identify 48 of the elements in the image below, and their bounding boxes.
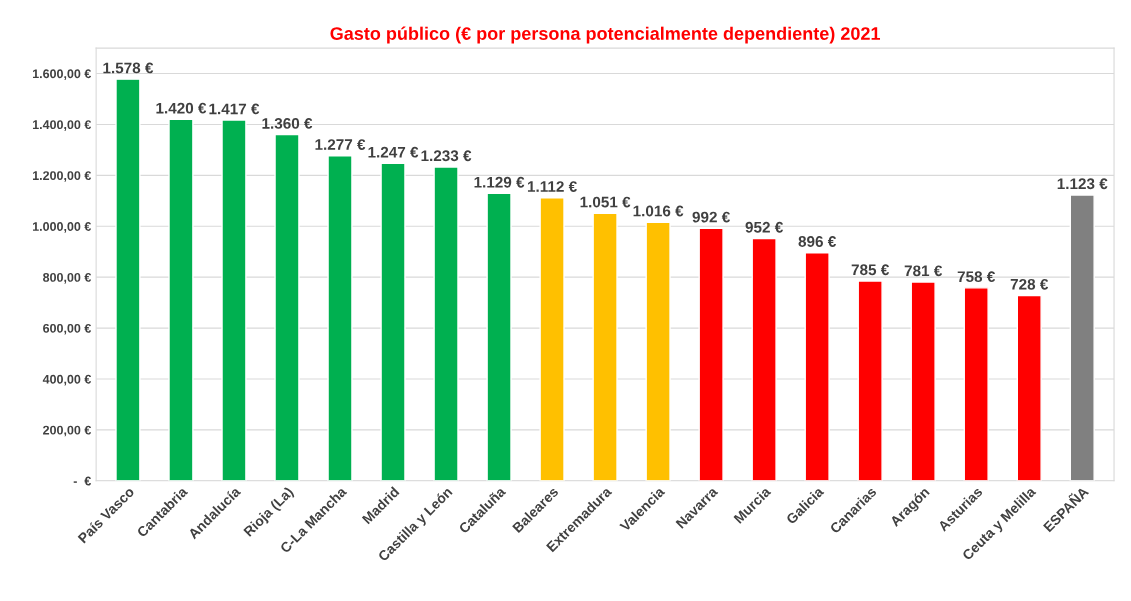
- y-tick-label: 1.000,00 €: [32, 222, 92, 233]
- bar: [592, 212, 618, 481]
- y-tick-label: 600,00 €: [43, 323, 92, 335]
- data-label: 1.123 €: [1057, 178, 1108, 190]
- y-tick-label: 1.600,00 €: [32, 69, 92, 80]
- y-tick-label: 1.200,00 €: [32, 171, 92, 182]
- bar: [751, 237, 777, 481]
- bar: [486, 192, 512, 481]
- bar: [274, 133, 300, 481]
- data-label: 1.233 €: [421, 150, 472, 162]
- bar: [115, 78, 141, 481]
- y-tick-label: 200,00 €: [43, 425, 92, 437]
- data-label: 1.277 €: [315, 139, 366, 150]
- data-label: 1.016 €: [633, 205, 684, 217]
- bar: [804, 252, 830, 481]
- bar: [1069, 194, 1095, 481]
- y-tick-label: - €: [73, 476, 92, 486]
- bar: [221, 119, 247, 481]
- bar: [327, 155, 353, 481]
- data-label: 992 €: [692, 211, 730, 223]
- data-label: 785 €: [851, 264, 890, 276]
- data-label: 1.417 €: [209, 103, 260, 115]
- y-tick-label: 400,00 €: [42, 374, 92, 386]
- bar: [380, 162, 406, 481]
- data-label: 1.051 €: [580, 196, 631, 208]
- bar: [857, 280, 883, 481]
- bar: [1016, 294, 1042, 481]
- bar: [963, 287, 989, 481]
- y-tick-label: 800,00 €: [43, 272, 92, 284]
- data-label: 952 €: [745, 221, 783, 233]
- bar: [698, 227, 724, 481]
- bar: [168, 118, 194, 481]
- data-label: 1.247 €: [368, 146, 419, 158]
- data-label: 728 €: [1010, 278, 1049, 290]
- data-label: 896 €: [798, 236, 836, 247]
- data-label: 1.360 €: [262, 118, 313, 129]
- data-label: 758 €: [957, 271, 996, 283]
- bar: [433, 166, 459, 481]
- bar: [645, 221, 671, 481]
- bar: [910, 281, 936, 481]
- data-label: 781 €: [904, 265, 943, 277]
- data-label: 1.112 €: [527, 181, 577, 192]
- data-label: 1.420 €: [156, 102, 207, 114]
- data-label: 1.578 €: [103, 62, 154, 74]
- data-label: 1.129 €: [474, 176, 525, 188]
- chart-title: Gasto público (€ por persona potencialmente dependiente) 2021: [330, 26, 881, 44]
- bar: [539, 197, 565, 481]
- y-tick-label: 1.400,00 €: [32, 120, 92, 131]
